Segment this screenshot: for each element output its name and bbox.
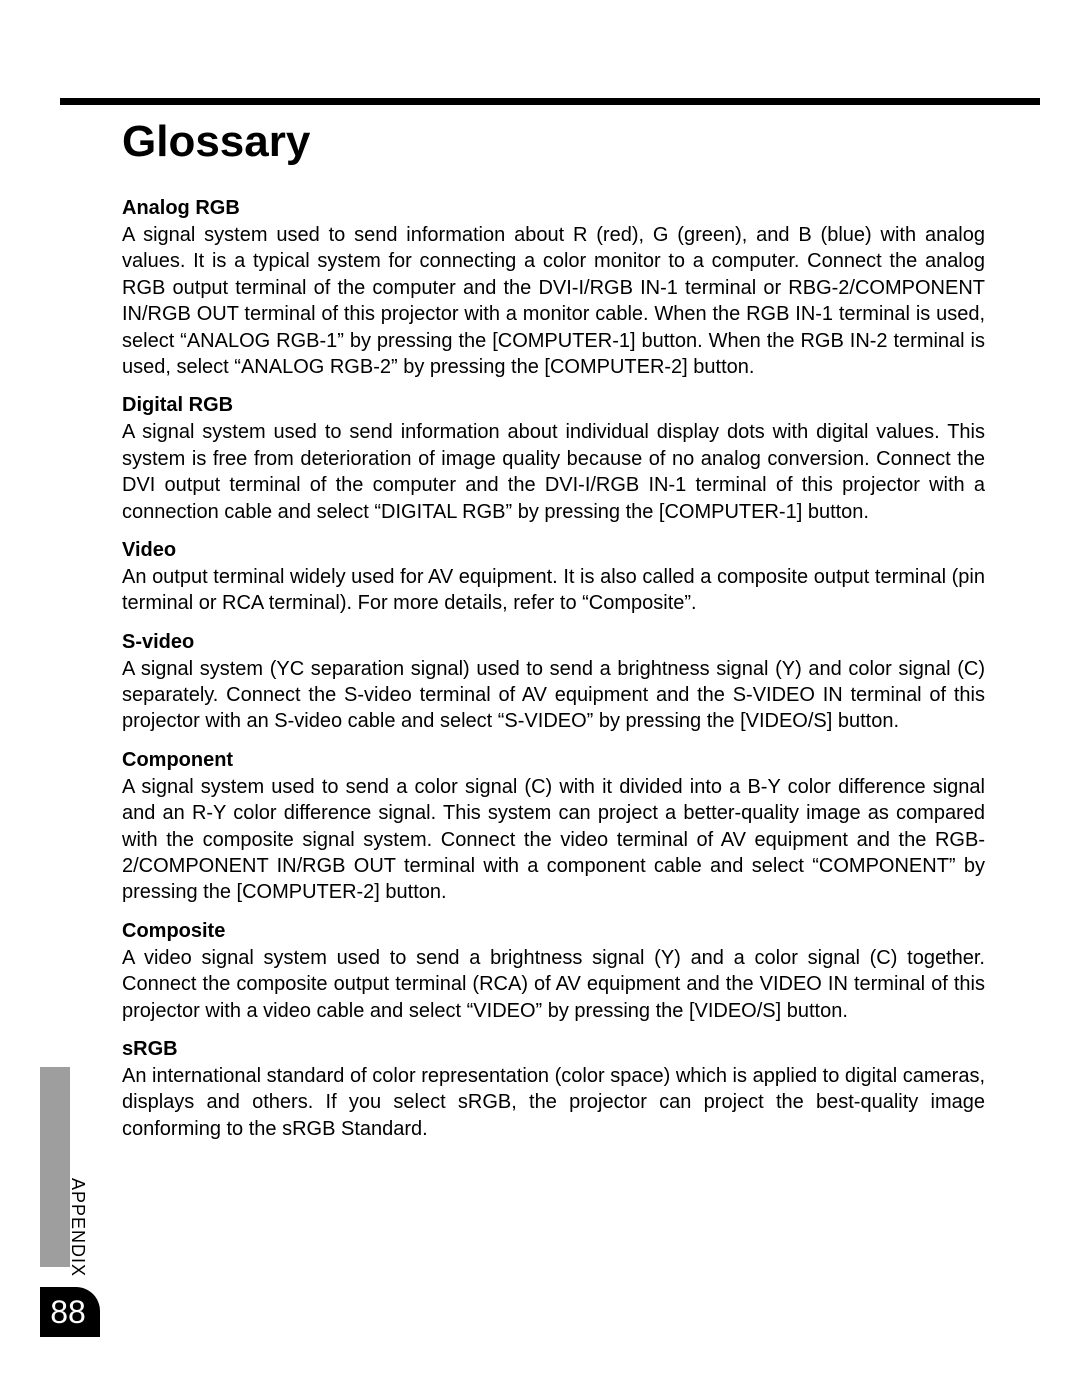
glossary-entry: Component A signal system used to send a… — [122, 749, 985, 906]
glossary-term: S-video — [122, 631, 985, 654]
glossary-definition: An output terminal widely used for AV eq… — [122, 564, 985, 617]
page-title: Glossary — [122, 117, 985, 167]
glossary-term: sRGB — [122, 1038, 985, 1061]
glossary-definition: A signal system used to send a color sig… — [122, 774, 985, 906]
glossary-term: Video — [122, 539, 985, 562]
document-page: Glossary Analog RGB A signal system used… — [0, 0, 1080, 1397]
glossary-entry: S-video A signal system (YC separation s… — [122, 631, 985, 735]
horizontal-rule — [60, 98, 1040, 105]
glossary-term: Composite — [122, 920, 985, 943]
page-number-badge: 88 — [40, 1287, 100, 1337]
glossary-definition: A signal system used to send information… — [122, 419, 985, 525]
page-number: 88 — [50, 1294, 86, 1331]
glossary-definition: An international standard of color repre… — [122, 1063, 985, 1142]
glossary-entry: Composite A video signal system used to … — [122, 920, 985, 1024]
glossary-entry: sRGB An international standard of color … — [122, 1038, 985, 1142]
glossary-entry: Analog RGB A signal system used to send … — [122, 197, 985, 380]
glossary-term: Digital RGB — [122, 394, 985, 417]
glossary-term: Component — [122, 749, 985, 772]
section-side-tab-label: APPENDIX — [67, 1077, 88, 1277]
page-content: Glossary Analog RGB A signal system used… — [122, 115, 985, 1142]
glossary-definition: A signal system (YC separation signal) u… — [122, 656, 985, 735]
glossary-definition: A signal system used to send information… — [122, 222, 985, 380]
glossary-entry: Video An output terminal widely used for… — [122, 539, 985, 617]
section-side-tab — [40, 1067, 70, 1267]
glossary-entry: Digital RGB A signal system used to send… — [122, 394, 985, 525]
glossary-term: Analog RGB — [122, 197, 985, 220]
glossary-definition: A video signal system used to send a bri… — [122, 945, 985, 1024]
